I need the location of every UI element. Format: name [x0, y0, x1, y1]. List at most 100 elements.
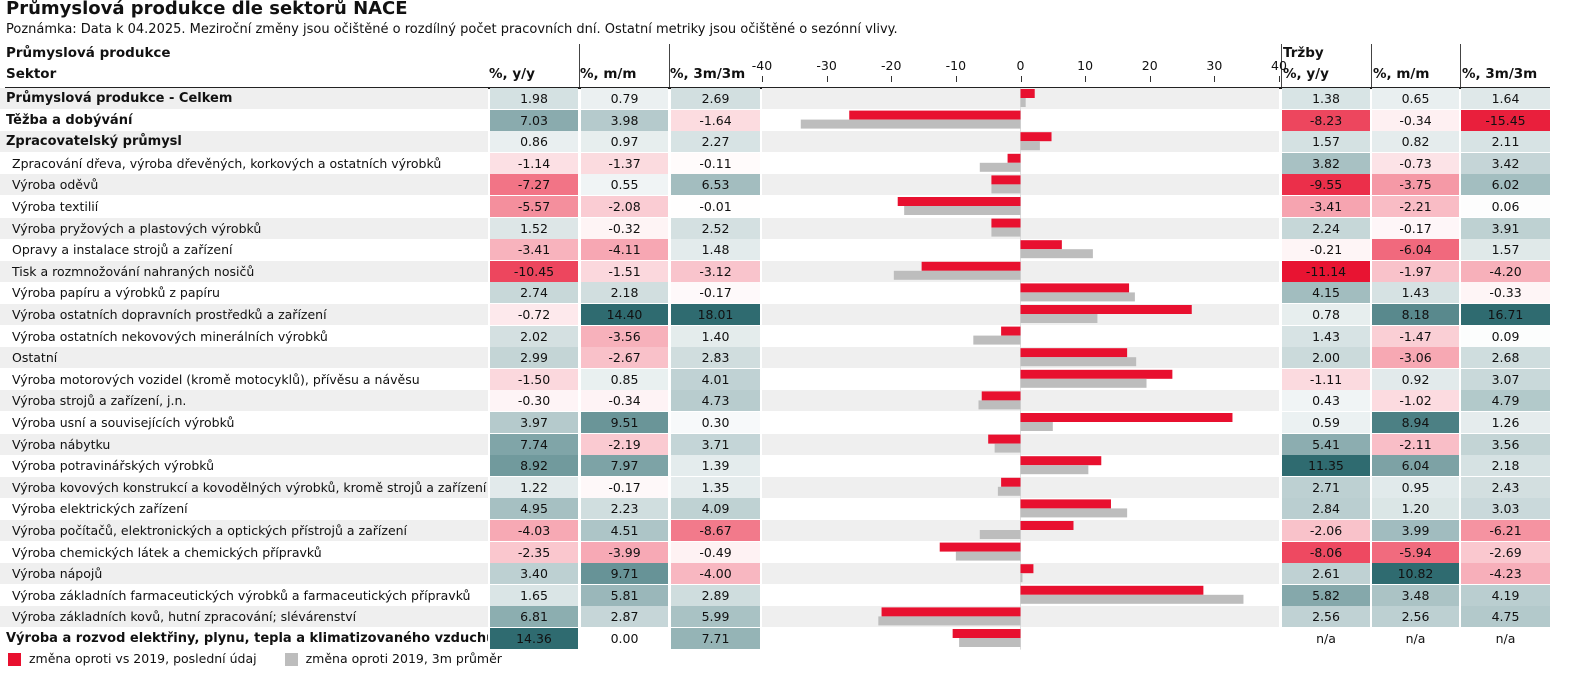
x-tick-mark: [1149, 76, 1151, 82]
row-label: Zpracovatelský průmysl: [0, 131, 488, 153]
cell-yy: 3.97: [490, 412, 578, 433]
cell-t-m3: 2.18: [1461, 455, 1550, 477]
bar-latest: [897, 197, 1021, 206]
bar-3m-avg: [904, 206, 1021, 215]
cell-t-mm: 0.95: [1372, 476, 1459, 498]
bar-latest: [991, 175, 1021, 185]
cell-t-m3: 4.19: [1461, 584, 1550, 606]
header-group-right: Tržby: [1283, 45, 1324, 61]
bar-3m-avg: [1020, 98, 1026, 107]
cell-m3: 1.40: [671, 325, 760, 347]
cell-t-mm: -0.73: [1372, 152, 1459, 174]
cell-mm: -3.99: [581, 541, 668, 563]
cell-t-yy: -2.06: [1282, 520, 1370, 541]
cell-mm: -2.19: [581, 433, 668, 455]
row-label: Výroba usní a souvisejících výrobků: [0, 412, 488, 433]
bar-3m-avg: [800, 119, 1021, 129]
table-row: Ostatní 2.99 -2.67 2.83 2.00 -3.06 2.68: [0, 347, 1583, 369]
header-divider: [1281, 44, 1282, 88]
cell-t-yy: -11.14: [1282, 260, 1370, 282]
cell-m3: 18.01: [671, 304, 760, 325]
cell-t-m3: 0.06: [1461, 196, 1550, 217]
cell-yy: -4.03: [490, 520, 578, 541]
table-row: Výroba nábytku 7.74 -2.19 3.71 5.41 -2.11 3.56: [0, 433, 1583, 456]
cell-m3: 0.30: [671, 412, 760, 433]
bar-latest: [881, 607, 1021, 617]
x-tick-mark: [891, 76, 893, 82]
header-divider: [1460, 44, 1461, 88]
cell-yy: 2.02: [490, 325, 578, 347]
cell-t-mm: -5.94: [1372, 541, 1459, 563]
cell-t-mm: 0.92: [1372, 368, 1459, 390]
row-label: Těžba a dobývání: [0, 109, 488, 131]
cell-yy: 2.74: [490, 282, 578, 304]
bar-3m-avg: [1020, 573, 1023, 583]
cell-yy: -1.50: [490, 368, 578, 390]
row-label: Výroba a rozvod elektřiny, plynu, tepla …: [0, 628, 488, 649]
cell-t-m3: -2.69: [1461, 541, 1550, 563]
x-tick-label: 40: [1271, 58, 1287, 73]
cell-yy: -0.72: [490, 304, 578, 325]
legend-label-red: změna oproti vs 2019, poslední údaj: [29, 651, 257, 666]
cell-t-mm: n/a: [1372, 628, 1459, 649]
x-tick-mark: [1279, 76, 1280, 82]
cell-t-m3: 4.79: [1461, 390, 1550, 412]
cell-t-yy: 2.24: [1282, 217, 1370, 239]
header-sector: Sektor: [6, 66, 57, 82]
cell-mm: 5.81: [581, 584, 668, 606]
cell-t-mm: 1.43: [1372, 282, 1459, 304]
cell-mm: 0.85: [581, 368, 668, 390]
bar-latest: [988, 434, 1021, 444]
cell-mm: -0.32: [581, 217, 668, 239]
bar-3m-avg: [1020, 249, 1093, 259]
cell-t-yy: -1.11: [1282, 368, 1370, 390]
row-label: Výroba potravinářských výrobků: [0, 455, 488, 477]
bar-latest: [1020, 564, 1034, 574]
bar-latest: [849, 110, 1021, 120]
cell-yy: 1.52: [490, 217, 578, 239]
bar-3m-avg: [979, 530, 1021, 539]
row-label: Výroba papíru a výrobků z papíru: [0, 282, 488, 304]
bar-3m-avg: [1020, 141, 1040, 151]
bar-latest: [1020, 585, 1204, 595]
cell-t-m3: 16.71: [1461, 304, 1550, 325]
row-label: Výroba pryžových a plastových výrobků: [0, 217, 488, 239]
cell-yy: -1.14: [490, 152, 578, 174]
cell-t-mm: 2.56: [1372, 606, 1459, 628]
bar-3m-avg: [1020, 465, 1089, 475]
chart-note: Poznámka: Data k 04.2025. Meziroční změn…: [6, 22, 898, 37]
cell-mm: 2.23: [581, 498, 668, 520]
cell-m3: -4.00: [671, 563, 760, 585]
x-tick-mark: [1214, 76, 1216, 82]
cell-m3: 1.35: [671, 476, 760, 498]
cell-mm: 4.51: [581, 520, 668, 541]
cell-mm: 14.40: [581, 304, 668, 325]
cell-m3: 2.69: [671, 88, 760, 109]
cell-mm: 0.55: [581, 174, 668, 196]
row-label: Výroba oděvů: [0, 174, 488, 196]
cell-t-yy: 1.43: [1282, 325, 1370, 347]
bar-3m-avg: [1020, 292, 1135, 302]
cell-t-m3: 3.91: [1461, 217, 1550, 239]
cell-yy: 1.22: [490, 476, 578, 498]
cell-mm: -4.11: [581, 239, 668, 261]
x-tick-mark: [762, 76, 763, 82]
x-tick-label: 0: [1016, 58, 1025, 73]
bar-3m-avg: [1020, 422, 1053, 431]
bar-3m-avg: [1020, 357, 1137, 367]
cell-t-yy: 5.82: [1282, 584, 1370, 606]
x-tick-mark: [1020, 76, 1022, 82]
row-label: Zpracování dřeva, výroba dřevěných, kork…: [0, 152, 488, 174]
cell-t-yy: 0.59: [1282, 412, 1370, 433]
bar-latest: [1020, 305, 1192, 314]
cell-t-yy: 5.41: [1282, 433, 1370, 455]
cell-t-yy: n/a: [1282, 628, 1370, 649]
row-label: Výroba motorových vozidel (kromě motocyk…: [0, 368, 488, 390]
header-mm: %, m/m: [580, 66, 637, 82]
cell-mm: 0.79: [581, 88, 668, 109]
cell-mm: -2.08: [581, 196, 668, 217]
x-tick-label: 10: [1077, 58, 1094, 73]
table-row: Výroba kovových konstrukcí a kovodělných…: [0, 476, 1583, 499]
row-label: Výroba elektrických zařízení: [0, 498, 488, 520]
